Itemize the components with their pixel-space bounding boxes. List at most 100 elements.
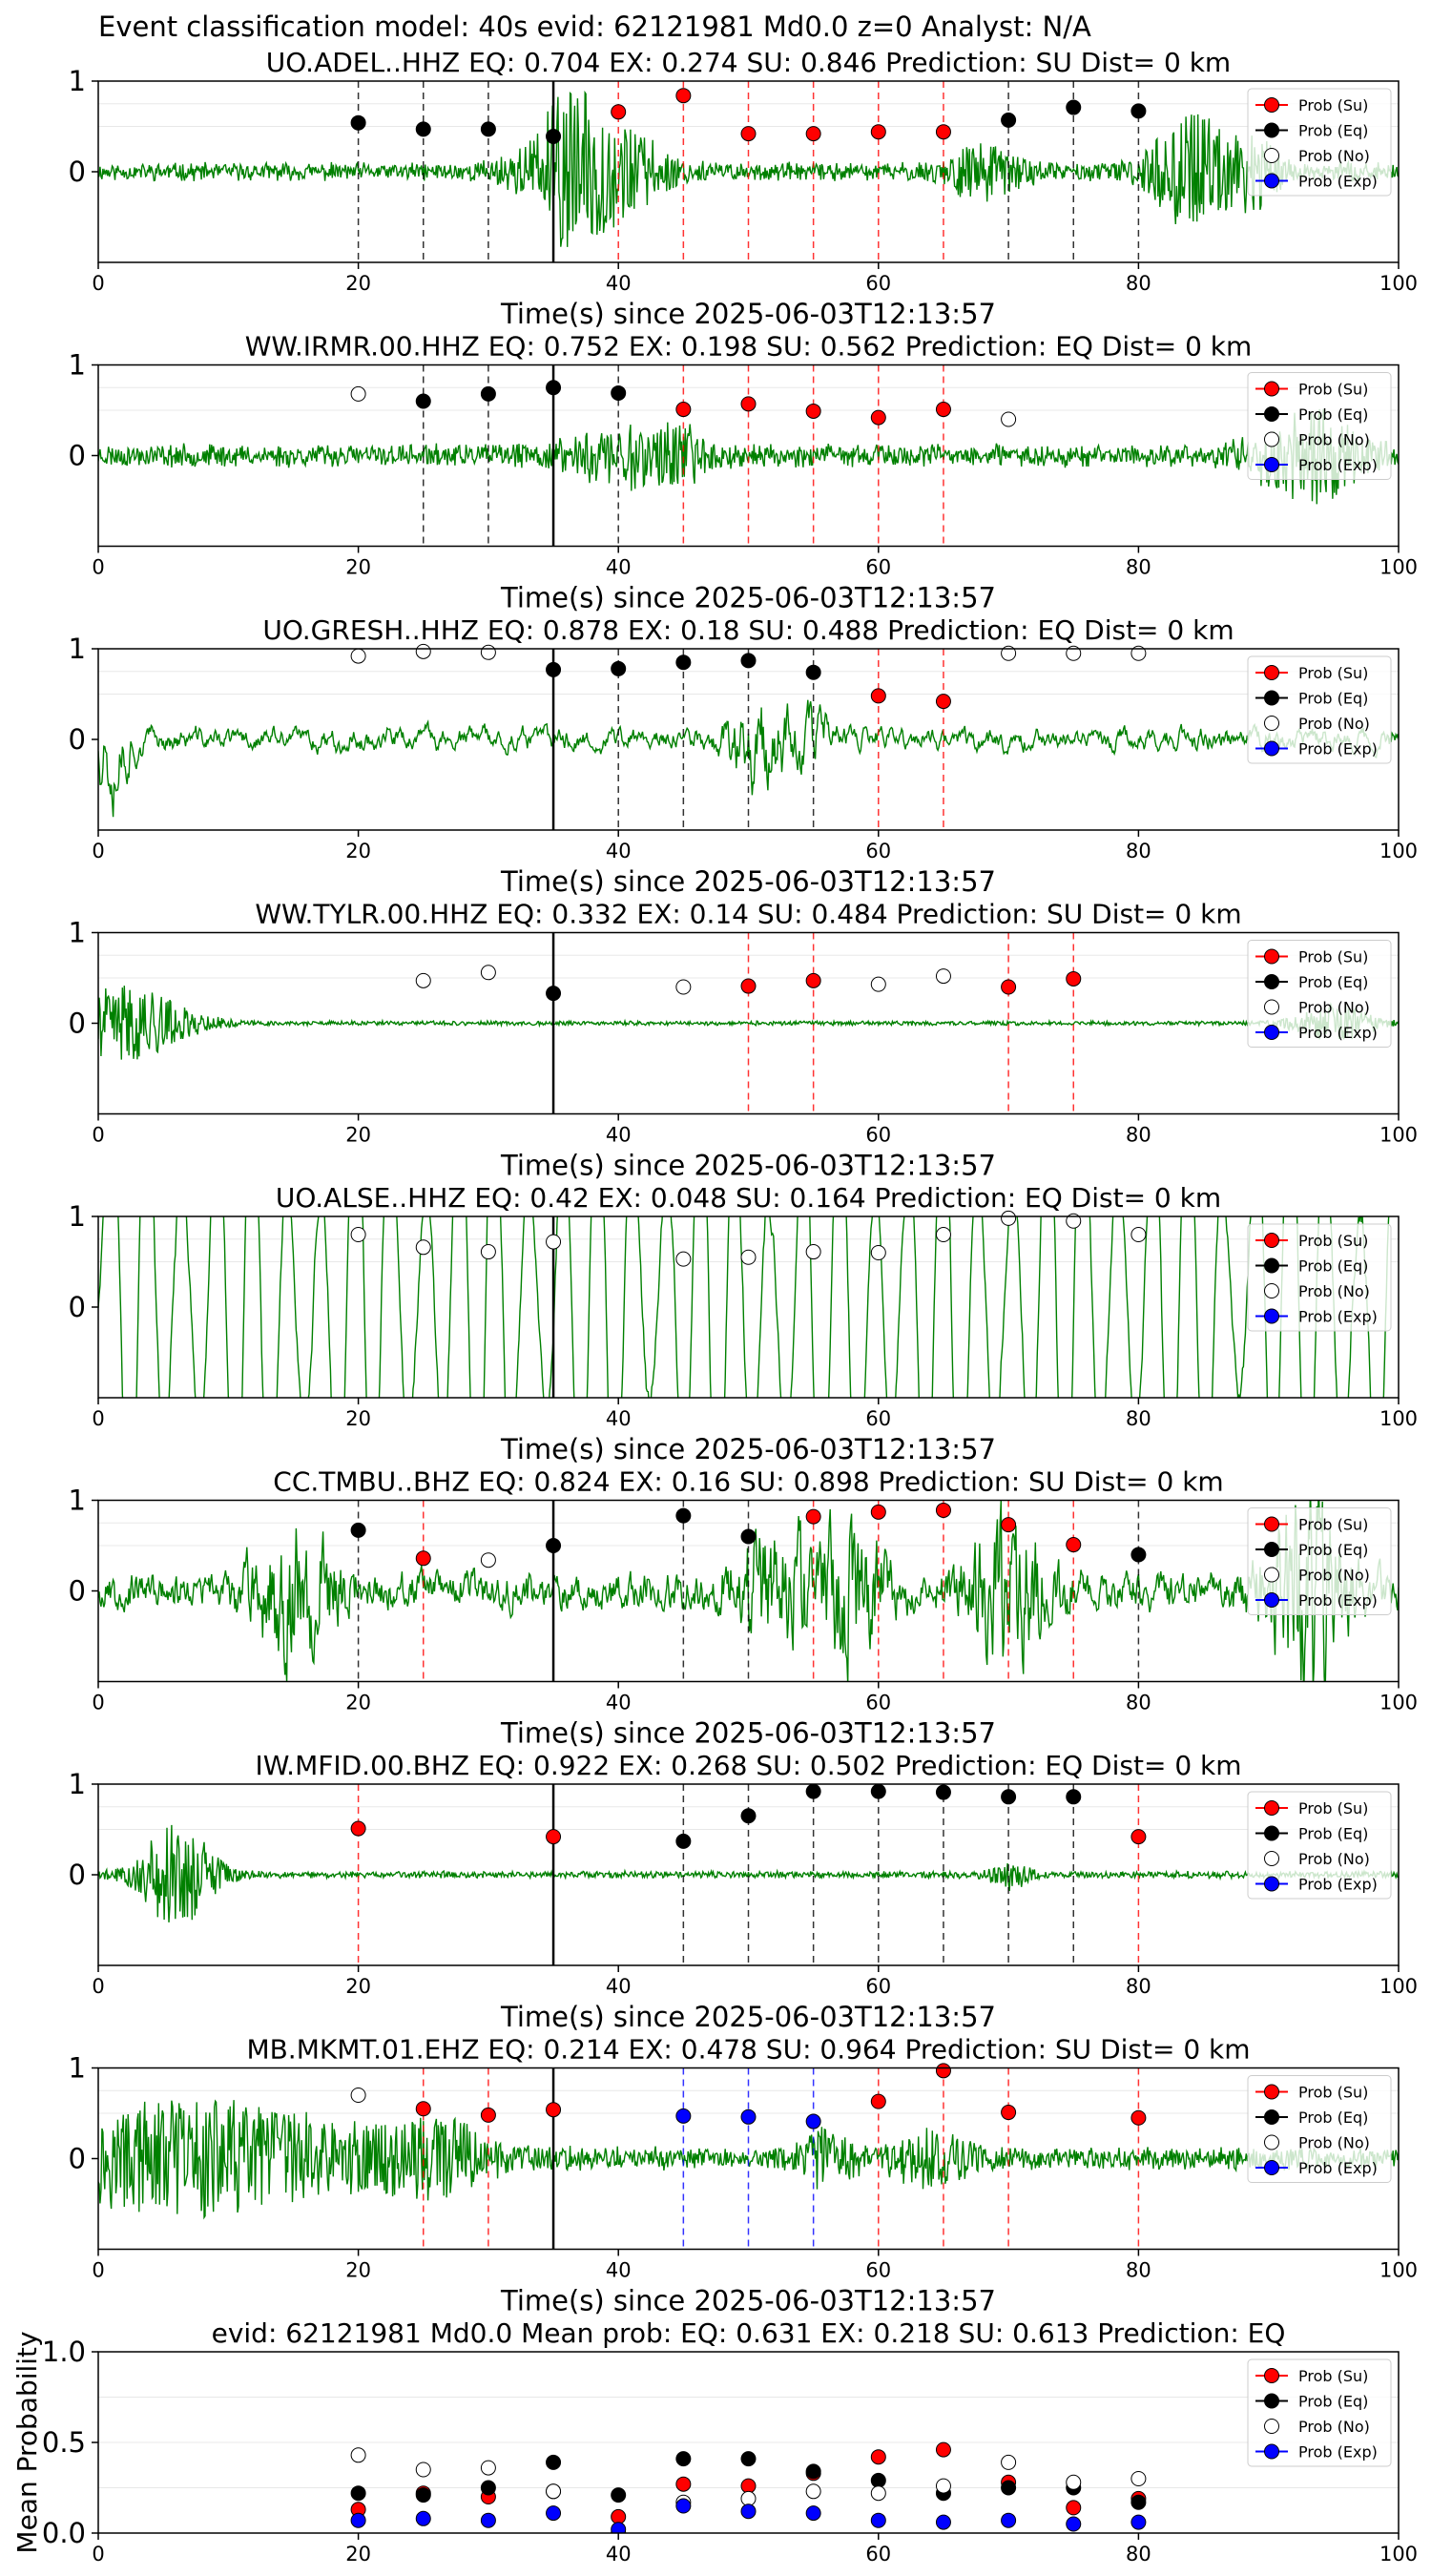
prob-point-eq xyxy=(805,1783,821,1799)
legend-label: Prob (Eq) xyxy=(1298,973,1368,991)
prob-point-su xyxy=(740,126,757,142)
legend-item-su: Prob (Su) xyxy=(1255,948,1368,966)
mean-point-eq xyxy=(415,2487,431,2503)
legend-marker xyxy=(1264,1283,1279,1298)
mean-point-no xyxy=(870,2485,886,2502)
x-tick-label: 20 xyxy=(345,1407,371,1430)
y-tick-label: 1 xyxy=(69,917,86,949)
y-tick-label: 1.0 xyxy=(42,2336,86,2368)
legend-item-no: Prob (No) xyxy=(1264,2134,1370,2152)
prob-point-su xyxy=(480,2107,496,2123)
prob-point-no xyxy=(675,1251,692,1267)
y-tick-label: 0.0 xyxy=(42,2517,86,2549)
station-panel: CC.TMBU..BHZ EQ: 0.824 EX: 0.16 SU: 0.89… xyxy=(69,1466,1419,1750)
x-tick-label: 0 xyxy=(92,840,104,862)
prob-point-no xyxy=(350,2088,366,2103)
prob-point-eq xyxy=(675,1507,692,1524)
mean-point-su xyxy=(870,2449,886,2465)
mean-point-exp xyxy=(1130,2514,1147,2530)
prob-point-eq xyxy=(740,1808,757,1824)
mean-point-su xyxy=(935,2441,951,2458)
legend-item-no: Prob (No) xyxy=(1264,1850,1370,1868)
prob-point-su xyxy=(870,409,886,426)
prob-point-no xyxy=(805,1244,821,1260)
prob-point-eq xyxy=(350,114,366,131)
x-axis-label: Time(s) since 2025-06-03T12:13:57 xyxy=(500,1433,996,1465)
x-tick-label: 20 xyxy=(345,272,371,295)
mean-point-eq xyxy=(1001,2480,1017,2496)
legend-marker xyxy=(1264,406,1279,422)
legend-label: Prob (Su) xyxy=(1298,96,1368,114)
legend-marker xyxy=(1264,2084,1279,2100)
y-tick-label: 1 xyxy=(69,2052,86,2085)
prob-point-no xyxy=(480,1244,496,1260)
prob-point-su xyxy=(1066,1537,1082,1553)
legend-label: Prob (Eq) xyxy=(1298,2109,1368,2127)
legend-item-no: Prob (No) xyxy=(1264,1282,1370,1300)
prob-point-su xyxy=(870,1504,886,1520)
prob-point-su xyxy=(935,2063,951,2079)
mean-point-su xyxy=(1066,2500,1082,2516)
mean-point-eq xyxy=(1130,2494,1147,2510)
mean-point-su xyxy=(740,2478,757,2494)
prob-point-no xyxy=(1066,645,1082,661)
prob-point-su xyxy=(935,694,951,710)
x-tick-label: 0 xyxy=(92,1407,104,1430)
legend-marker xyxy=(1264,1567,1279,1583)
y-tick-label: 0 xyxy=(69,1291,86,1323)
mean-point-exp xyxy=(740,2503,757,2520)
prob-point-su xyxy=(870,688,886,704)
grid-lines xyxy=(98,932,1399,979)
legend-label: Prob (Su) xyxy=(1298,664,1368,682)
mean-point-no xyxy=(740,2490,757,2506)
prob-point-eq xyxy=(740,1528,757,1545)
station-panel: UO.ADEL..HHZ EQ: 0.704 EX: 0.274 SU: 0.8… xyxy=(69,47,1419,330)
prob-point-eq xyxy=(675,654,692,671)
legend-box xyxy=(1247,1507,1392,1615)
panel-title: UO.GRESH..HHZ EQ: 0.878 EX: 0.18 SU: 0.4… xyxy=(262,614,1234,646)
prob-point-eq xyxy=(1066,99,1082,115)
legend-marker xyxy=(1264,457,1279,472)
prob-point-no xyxy=(350,648,366,664)
legend-item-eq: Prob (Eq) xyxy=(1255,1257,1368,1276)
x-tick-label: 100 xyxy=(1379,556,1418,579)
x-axis-label: Time(s) since 2025-06-03T12:13:57 xyxy=(500,2001,996,2033)
prob-point-su xyxy=(1130,2109,1147,2126)
mean-point-no xyxy=(935,2478,951,2494)
legend-marker xyxy=(1264,381,1279,397)
legend-label: Prob (Exp) xyxy=(1298,1876,1378,1894)
legend-marker xyxy=(1264,665,1279,680)
x-axis-label: Time(s) since 2025-06-03T12:13:57 xyxy=(500,1150,996,1182)
prob-point-eq xyxy=(546,128,562,144)
prob-point-no xyxy=(480,644,496,660)
y-tick-label: 1 xyxy=(69,1200,86,1233)
x-tick-label: 60 xyxy=(865,1975,891,1998)
prob-point-eq xyxy=(480,121,496,137)
mean-point-exp xyxy=(935,2514,951,2530)
station-panel: WW.TYLR.00.HHZ EQ: 0.332 EX: 0.14 SU: 0.… xyxy=(69,899,1419,1182)
mean-point-eq xyxy=(805,2463,821,2480)
x-tick-label: 20 xyxy=(345,2259,371,2282)
prob-point-no xyxy=(870,976,886,992)
legend-box xyxy=(1247,88,1392,197)
x-tick-label: 60 xyxy=(865,840,891,862)
x-tick-label: 0 xyxy=(92,2543,104,2566)
legend-item-su: Prob (Su) xyxy=(1255,664,1368,682)
prob-point-eq xyxy=(546,661,562,677)
mean-point-eq xyxy=(546,2454,562,2470)
legend-label: Prob (Su) xyxy=(1298,2367,1368,2385)
legend-item-su: Prob (Su) xyxy=(1255,1799,1368,1818)
x-tick-label: 40 xyxy=(606,1975,632,1998)
legend-item-eq: Prob (Eq) xyxy=(1255,1541,1368,1559)
legend-item-eq: Prob (Eq) xyxy=(1255,690,1368,708)
legend-box xyxy=(1247,940,1392,1048)
station-panel: IW.MFID.00.BHZ EQ: 0.922 EX: 0.268 SU: 0… xyxy=(69,1750,1419,2033)
legend-box xyxy=(1247,1791,1392,1900)
prob-point-exp xyxy=(805,2113,821,2129)
x-tick-label: 40 xyxy=(606,1692,632,1714)
prob-point-eq xyxy=(935,1784,951,1800)
prob-point-eq xyxy=(675,1833,692,1849)
x-tick-label: 100 xyxy=(1379,840,1418,862)
legend-label: Prob (No) xyxy=(1298,715,1370,733)
legend-label: Prob (Eq) xyxy=(1298,122,1368,140)
